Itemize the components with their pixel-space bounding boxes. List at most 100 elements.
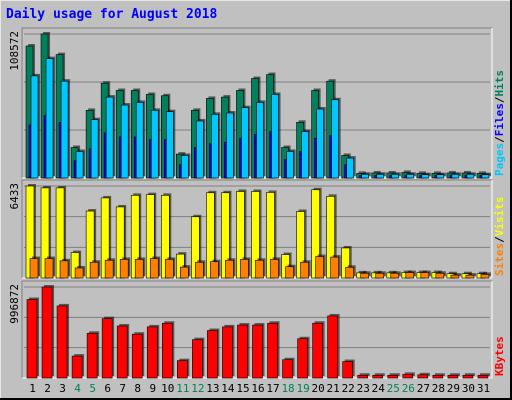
bar-kbytes-day-25 xyxy=(387,373,400,379)
bar-kbytes-day-9 xyxy=(146,324,160,379)
bar-kbytes-day-25-face xyxy=(387,374,399,379)
x-tick-label: 2 xyxy=(44,382,51,395)
bar-kbytes-day-15-face xyxy=(237,324,248,379)
bar-sites-day-8-face xyxy=(134,259,144,279)
bar-sites-day-13-face xyxy=(210,261,219,279)
bar-pages-day-7-face xyxy=(120,104,129,179)
bar-kbytes-day-6 xyxy=(101,316,115,379)
bar-sites-day-23 xyxy=(360,271,371,279)
bar-kbytes-day-14 xyxy=(222,324,235,379)
bar-sites-day-10-face xyxy=(164,259,174,279)
bar-sites-day-16 xyxy=(255,258,266,279)
bar-sites-day-25-face xyxy=(390,272,400,279)
bar-sites-day-13 xyxy=(210,259,221,279)
x-tick-label: 4 xyxy=(74,382,81,395)
bar-sites-day-23-face xyxy=(360,272,370,279)
bar-pages-day-12 xyxy=(196,118,206,179)
bar-pages-day-24 xyxy=(376,172,386,179)
bar-sites-day-9 xyxy=(149,256,161,279)
bar-pages-day-19 xyxy=(301,129,311,179)
bar-pages-day-1 xyxy=(30,73,40,179)
bar-pages-day-31 xyxy=(481,172,491,179)
bar-kbytes-day-10 xyxy=(161,321,175,379)
bar-sites-day-20-face xyxy=(315,256,324,279)
x-tick-label: 19 xyxy=(296,382,309,395)
legend-item: / xyxy=(493,136,506,143)
bar-kbytes-day-5 xyxy=(86,331,100,379)
legend-item: Files xyxy=(493,103,506,136)
chart-title: Daily usage for August 2018 xyxy=(6,7,217,22)
bar-kbytes-day-28-face xyxy=(432,374,444,379)
bar-sites-day-1 xyxy=(29,256,40,279)
bar-kbytes-day-28 xyxy=(432,373,445,379)
bar-pages-day-21-face xyxy=(331,99,339,179)
bar-pages-day-17 xyxy=(271,92,281,179)
x-tick-label: 13 xyxy=(206,382,219,395)
bar-kbytes-day-11 xyxy=(177,358,190,379)
x-tick-label: 3 xyxy=(59,382,66,395)
x-tick-label: 14 xyxy=(221,382,235,395)
bar-sites-day-26-face xyxy=(405,272,415,279)
bar-pages-day-27 xyxy=(421,172,431,179)
x-tick-label: 24 xyxy=(372,382,386,395)
bar-pages-day-26-face xyxy=(406,173,415,179)
bar-sites-day-24 xyxy=(375,271,386,279)
bar-sites-day-20 xyxy=(315,254,326,279)
x-tick-label: 5 xyxy=(89,382,96,395)
x-tick-label: 7 xyxy=(119,382,126,395)
bar-sites-day-31-face xyxy=(480,274,490,279)
x-tick-label: 26 xyxy=(402,382,415,395)
bar-pages-day-15-face xyxy=(241,107,249,179)
bar-pages-day-20-face xyxy=(316,108,324,179)
bar-kbytes-day-24 xyxy=(372,373,385,379)
bar-kbytes-day-19 xyxy=(297,336,310,379)
x-tick-label: 15 xyxy=(236,382,249,395)
bar-pages-day-9-face xyxy=(150,110,159,179)
bar-pages-day-2-face xyxy=(45,58,54,179)
x-tick-label: 6 xyxy=(104,382,111,395)
bar-sites-day-11 xyxy=(180,265,191,279)
bar-pages-day-28-face xyxy=(436,174,445,179)
bar-sites-day-29-shadow xyxy=(452,273,461,276)
bar-pages-day-31-shadow xyxy=(483,172,491,176)
bar-kbytes-day-16-face xyxy=(252,324,263,379)
panel-visits-sites: 6433 Sites/Visits xyxy=(8,179,506,279)
bar-pages-day-28-shadow xyxy=(438,172,446,176)
bar-kbytes-day-18-face xyxy=(282,359,293,379)
bar-sites-day-19 xyxy=(300,260,311,279)
bar-pages-day-30 xyxy=(466,172,476,179)
bar-kbytes-day-8 xyxy=(131,332,145,379)
x-tick-label: 21 xyxy=(327,382,340,395)
legend-item: / xyxy=(493,96,506,103)
bar-sites-day-2 xyxy=(44,256,56,279)
legend-kbytes: KBytes xyxy=(493,336,506,376)
axis-max-label: 6433 xyxy=(8,183,21,210)
bar-kbytes-day-23-face xyxy=(357,374,369,379)
bar-pages-day-27-shadow xyxy=(423,172,431,176)
bar-kbytes-day-3-face xyxy=(56,305,68,379)
bar-kbytes-day-29-shadow xyxy=(449,373,460,376)
bar-pages-day-7 xyxy=(120,103,131,179)
bar-pages-day-23-face xyxy=(361,173,370,179)
bar-kbytes-day-1 xyxy=(26,297,39,379)
bar-sites-day-8 xyxy=(134,257,146,279)
bar-kbytes-day-17 xyxy=(267,321,280,379)
bar-pages-day-14 xyxy=(226,111,236,179)
x-tick-label: 1 xyxy=(29,382,36,395)
bar-pages-day-23 xyxy=(361,172,371,179)
bar-pages-day-20 xyxy=(316,107,326,179)
bar-sites-day-5 xyxy=(89,260,101,279)
bar-pages-day-3-face xyxy=(60,80,69,179)
x-tick-label: 9 xyxy=(149,382,156,395)
bar-kbytes-day-3 xyxy=(56,303,70,379)
panel-kbytes: 996872 KBytes xyxy=(8,280,506,379)
bar-pages-day-16-face xyxy=(256,102,264,179)
bar-pages-day-30-face xyxy=(466,173,475,179)
bar-sites-day-6-face xyxy=(104,259,114,279)
bar-kbytes-day-6-face xyxy=(101,318,113,379)
bar-kbytes-day-27-shadow xyxy=(419,372,430,376)
bar-kbytes-day-1-face xyxy=(26,299,38,379)
bar-kbytes-day-22-face xyxy=(342,361,353,379)
bar-sites-day-17 xyxy=(270,257,281,279)
bar-kbytes-day-8-face xyxy=(131,333,143,379)
